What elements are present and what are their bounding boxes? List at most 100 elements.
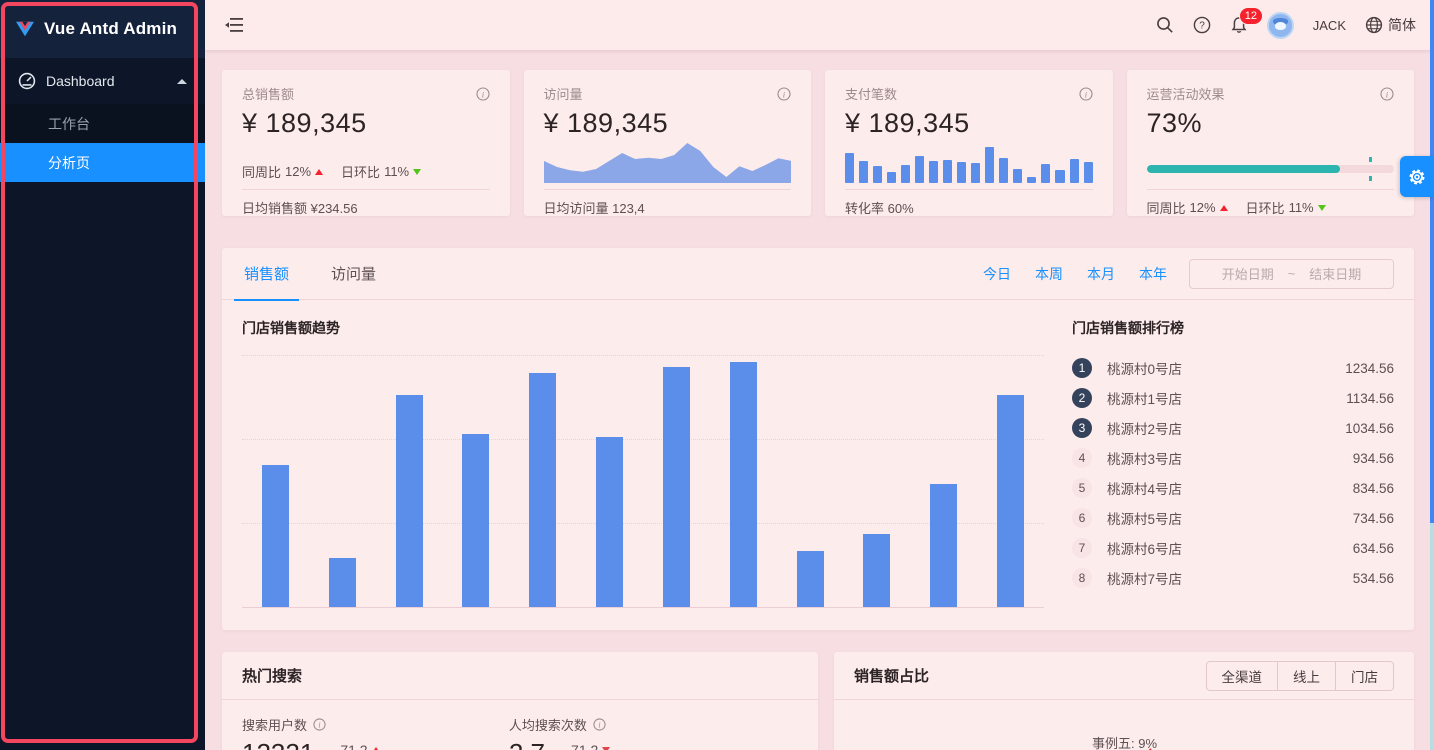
range-today[interactable]: 今日 [983,265,1011,282]
quick-range-links: 今日 本周 本月 本年 [983,264,1167,284]
tab-visits[interactable]: 访问量 [329,248,378,300]
metric-trend-value: 71.2 [340,742,368,750]
info-icon[interactable]: i [313,718,326,731]
hot-search-metrics: 搜索用户数 i 12321 71.2 人均搜索次数 i [242,715,798,750]
chart-gridline [242,355,1044,356]
trend-value: 12% [285,164,312,179]
notification-bell[interactable]: 12 [1230,7,1264,34]
caret-up-icon [315,168,324,175]
sparkline-bar [1041,163,1051,183]
sparkline-bar [957,162,967,183]
progress-target-marker [1369,176,1373,181]
ranking-row: 7 桃源村6号店 634.56 [1072,533,1394,563]
sparkline-bar [985,147,995,183]
chart-title: 门店销售额趋势 [242,320,340,336]
range-week[interactable]: 本周 [1035,265,1063,282]
scrollbar[interactable] [1430,0,1434,750]
pie-slice-label: 事例五: 9% [1092,736,1158,750]
locale-label: 简体 [1388,17,1416,33]
store-sales-value: 1034.56 [1345,420,1394,436]
range-month[interactable]: 本月 [1087,265,1115,282]
globe-icon [1365,16,1383,34]
locale-switcher[interactable]: 简体 [1365,15,1416,35]
sparkline-bar [887,171,897,183]
ranking-list: 1 桃源村0号店 1234.56 2 桃源村1号店 1134.56 3 桃源村2号店 1034.… [1072,353,1394,593]
store-name: 桃源村5号店 [1107,512,1183,527]
end-date-placeholder: 结束日期 [1309,267,1362,282]
store-sales-value: 1234.56 [1345,360,1394,376]
trend-label: 同周比 [1146,201,1186,216]
search-icon[interactable] [1156,16,1174,34]
chart-bar [997,395,1025,608]
sales-ratio-card: 销售额占比 全渠道 线上 门店 事例五: 9% [834,652,1414,750]
chevron-up-icon [177,78,187,84]
info-icon[interactable]: i [593,718,606,731]
chart-bar [261,465,289,608]
sidebar-item-dashboard[interactable]: Dashboard [0,58,205,104]
metric-label-text: 搜索用户数 [242,718,308,733]
sparkline-bar [999,158,1009,183]
stat-cards-row: 总销售额 i ¥ 189,345 同周比 12% 日环比 11% 日均销售额 ¥… [222,70,1414,216]
stat-card-payments: 支付笔数 i ¥ 189,345 转化率 60% [825,70,1113,216]
sparkline-bar [943,159,953,183]
sidebar-item-analysis[interactable]: 分析页 [0,143,205,182]
ranking-row: 8 桃源村7号店 534.56 [1072,563,1394,593]
rank-badge: 1 [1072,358,1092,378]
ranking-row: 4 桃源村3号店 934.56 [1072,443,1394,473]
avatar[interactable] [1266,11,1294,39]
store-sales-bar-chart [242,355,1044,608]
store-name: 桃源村4号店 [1107,482,1183,497]
svg-text:i: i [598,721,600,730]
date-range-picker[interactable]: 开始日期 ~ 结束日期 [1189,258,1394,289]
trend-label: 日环比 [341,165,381,180]
chart-bar [395,395,423,608]
trend-group: 同周比 12% 日环比 11% [242,162,422,189]
chart-bar [596,436,624,608]
svg-text:i: i [481,89,484,99]
range-year[interactable]: 本年 [1139,265,1167,282]
filter-stores[interactable]: 门店 [1336,660,1394,691]
ranking-row: 6 桃源村5号店 734.56 [1072,503,1394,533]
sub-item-label: 工作台 [48,115,90,132]
hot-search-card: 热门搜索 搜索用户数 i 12321 71.2 [222,652,818,750]
chart-bar [328,557,356,608]
payments-bar-sparkline [845,143,1093,183]
sparkline-bar [845,153,855,183]
sidebar-item-workbench[interactable]: 工作台 [0,104,205,143]
settings-button[interactable] [1400,156,1434,197]
rank-badge: 5 [1072,478,1092,498]
svg-text:?: ? [1199,21,1205,32]
filter-all-channels[interactable]: 全渠道 [1205,660,1278,691]
metric-value: 12321 [242,738,314,750]
stat-card-footer: 日均访问量 123,4 [543,189,791,217]
store-sales-value: 834.56 [1352,480,1394,496]
logo-bar[interactable]: Vue Antd Admin [0,0,205,58]
filter-online[interactable]: 线上 [1278,660,1336,691]
chart-gridline [242,523,1044,524]
channel-filter-group: 全渠道 线上 门店 [1205,660,1394,691]
metric-search-per-user: 人均搜索次数 i 2.7 71.2 [509,715,776,750]
store-sales-ranking-section: 门店销售额排行榜 1 桃源村0号店 1234.56 2 桃源村1号店 1134.56 3 桃源… [1058,318,1394,608]
scrollbar-thumb[interactable] [1430,0,1434,523]
info-icon[interactable]: i [1078,86,1093,101]
info-icon[interactable]: i [1380,86,1394,101]
caret-down-icon [413,168,422,175]
menu-fold-icon[interactable] [225,16,243,34]
chart-bar [662,366,690,608]
info-icon[interactable]: i [475,86,490,101]
metric-label-text: 人均搜索次数 [508,718,587,733]
stat-card-value: ¥ 189,345 [845,108,970,138]
info-icon[interactable]: i [777,86,791,101]
scrollbar-track [1430,523,1434,750]
notification-badge: 12 [1238,7,1264,25]
chart-baseline [242,607,1044,608]
caret-down-icon [1317,204,1326,211]
app-title: Vue Antd Admin [44,19,178,38]
svg-text:i: i [1084,89,1087,99]
question-circle-icon[interactable]: ? [1193,16,1211,34]
stat-card-value: 73% [1146,108,1203,138]
stat-card-operations: 运营活动效果 i 73% 同周比 12% 日环比 11% [1126,70,1414,216]
metric-value: 2.7 [509,738,545,750]
top-header: ? 12 JACK 简体 [205,0,1434,50]
tab-sales[interactable]: 销售额 [233,248,300,301]
